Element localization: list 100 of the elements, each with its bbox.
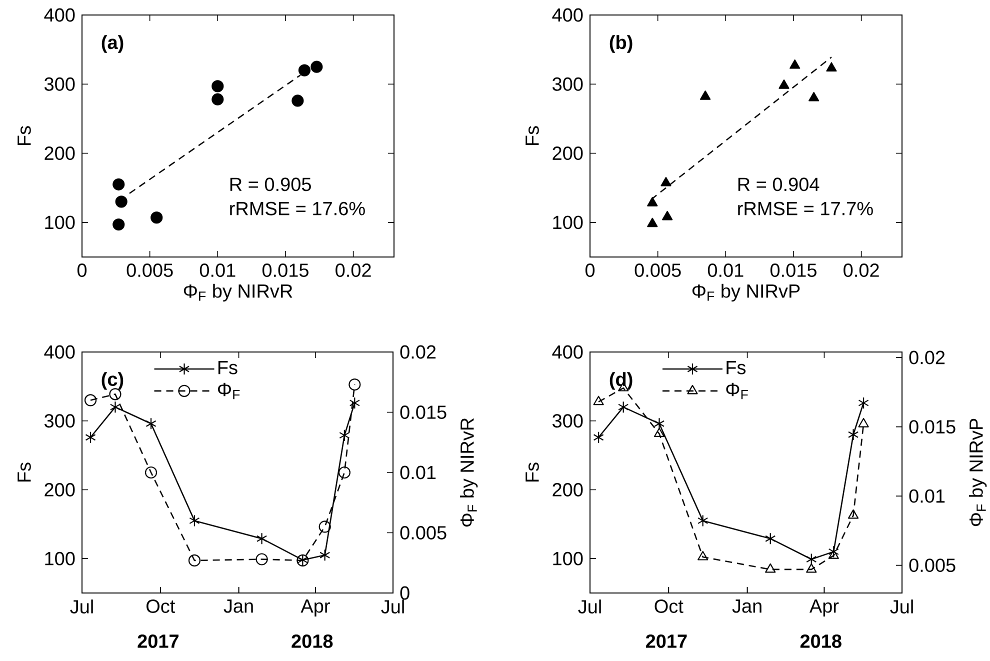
y-tick-label: 300 <box>552 77 583 91</box>
x-tick-label: Oct <box>146 600 176 613</box>
y2-tick-label: 0.005 <box>400 526 446 540</box>
point <box>212 93 224 106</box>
point <box>320 549 330 562</box>
x-tick-label: 0.015 <box>262 264 308 277</box>
point <box>790 59 800 69</box>
y2-tick-label: 0.005 <box>909 558 956 572</box>
x-tick-label: Apr <box>809 600 839 617</box>
point <box>826 62 837 72</box>
x-tick-label: Jan <box>732 600 762 613</box>
point <box>146 418 156 430</box>
y-tick-label: 400 <box>552 8 583 22</box>
y-tick-label: 400 <box>552 345 583 359</box>
y2-tick-label: 0.01 <box>400 466 436 480</box>
point <box>348 378 361 391</box>
point <box>858 396 869 410</box>
point <box>808 92 820 102</box>
point <box>858 418 869 428</box>
y-axis-title: Fs <box>526 462 539 482</box>
point <box>593 396 604 406</box>
x-tick-label: 0.01 <box>708 264 744 277</box>
point <box>150 212 163 224</box>
x-axis-title: Φ$_{F}$ by NIRvR <box>184 284 292 302</box>
y-axis-title: Fs <box>18 126 31 145</box>
y-tick-label: 200 <box>552 146 583 160</box>
point <box>618 401 629 414</box>
y-tick-label: 400 <box>44 345 75 359</box>
y2-tick-label: 0.01 <box>909 489 945 503</box>
x-tick-label: 0.02 <box>336 264 371 277</box>
x-axis-title: Φ$_{F}$ by NIRvP <box>692 284 800 302</box>
x-tick-label: 0.02 <box>844 264 879 277</box>
y-tick-label: 300 <box>44 77 75 91</box>
y2-tick-label: 0.015 <box>909 420 956 434</box>
point <box>700 90 711 100</box>
point <box>292 94 304 107</box>
annotation: (d) <box>610 372 632 390</box>
text: 2017 <box>138 634 178 648</box>
x-tick-label: 0 <box>77 264 87 277</box>
point <box>144 466 158 479</box>
x-tick-label: 0.005 <box>126 264 173 277</box>
point <box>188 554 201 567</box>
legend-label: Fs <box>218 360 238 374</box>
point <box>256 553 268 566</box>
x-tick-label: 0 <box>585 264 595 277</box>
point <box>256 532 268 545</box>
point <box>778 79 790 89</box>
point <box>698 550 708 560</box>
text: 2018 <box>800 634 842 648</box>
point <box>115 196 128 208</box>
point <box>112 218 125 231</box>
y-tick-label: 100 <box>45 552 75 566</box>
x-tick-label: 0.005 <box>634 264 681 277</box>
y-tick-label: 400 <box>44 8 75 22</box>
y-axis-title: Fs <box>18 462 31 482</box>
y-tick-label: 200 <box>552 482 583 496</box>
y-tick-label: 100 <box>553 552 583 566</box>
point <box>189 514 200 527</box>
y-tick-label: 300 <box>44 414 75 428</box>
y2-axis-title: Φ$_{F}$ by NIRvP <box>968 418 987 526</box>
y-tick-label: 100 <box>45 216 75 230</box>
legend-label: Φ$_{F}$ <box>218 382 240 400</box>
annotation: rRMSE = 17.7% <box>738 202 873 216</box>
point <box>339 429 350 442</box>
y-tick-label: 200 <box>44 146 75 160</box>
text: 2017 <box>646 634 687 648</box>
point <box>828 550 839 559</box>
point <box>84 394 97 406</box>
annotation: (b) <box>610 35 632 53</box>
x-tick-label: Jul <box>578 600 601 614</box>
legend-label: Φ$_{F}$ <box>726 382 748 400</box>
point <box>848 428 859 441</box>
annotation: (c) <box>102 372 124 390</box>
point <box>828 546 839 558</box>
annotation: (a) <box>102 35 124 53</box>
point <box>318 520 331 533</box>
annotation: R = 0.904 <box>738 178 820 192</box>
y2-axis-title: Φ$_{F}$ by NIRvR <box>460 418 478 527</box>
point <box>212 80 224 92</box>
point <box>662 210 673 220</box>
y2-tick-label: 0.02 <box>400 345 436 359</box>
point <box>338 466 350 479</box>
annotation: R = 0.905 <box>230 178 311 192</box>
point <box>593 431 604 444</box>
point <box>298 64 311 76</box>
point <box>647 218 658 228</box>
x-tick-label: 0.015 <box>770 264 816 277</box>
y-tick-label: 100 <box>553 216 583 230</box>
y-axis-title: Fs <box>526 126 539 145</box>
annotation: rRMSE = 17.6% <box>230 202 365 216</box>
text: 2018 <box>292 634 333 648</box>
x-tick-label: Jul <box>890 600 913 614</box>
point <box>698 514 708 527</box>
point <box>660 176 672 186</box>
x-tick-label: Jul <box>70 600 93 614</box>
point <box>85 431 96 444</box>
y2-tick-label: 0.015 <box>400 406 446 419</box>
x-tick-label: Jul <box>381 600 404 614</box>
point <box>765 532 776 545</box>
y-tick-label: 300 <box>552 414 583 428</box>
